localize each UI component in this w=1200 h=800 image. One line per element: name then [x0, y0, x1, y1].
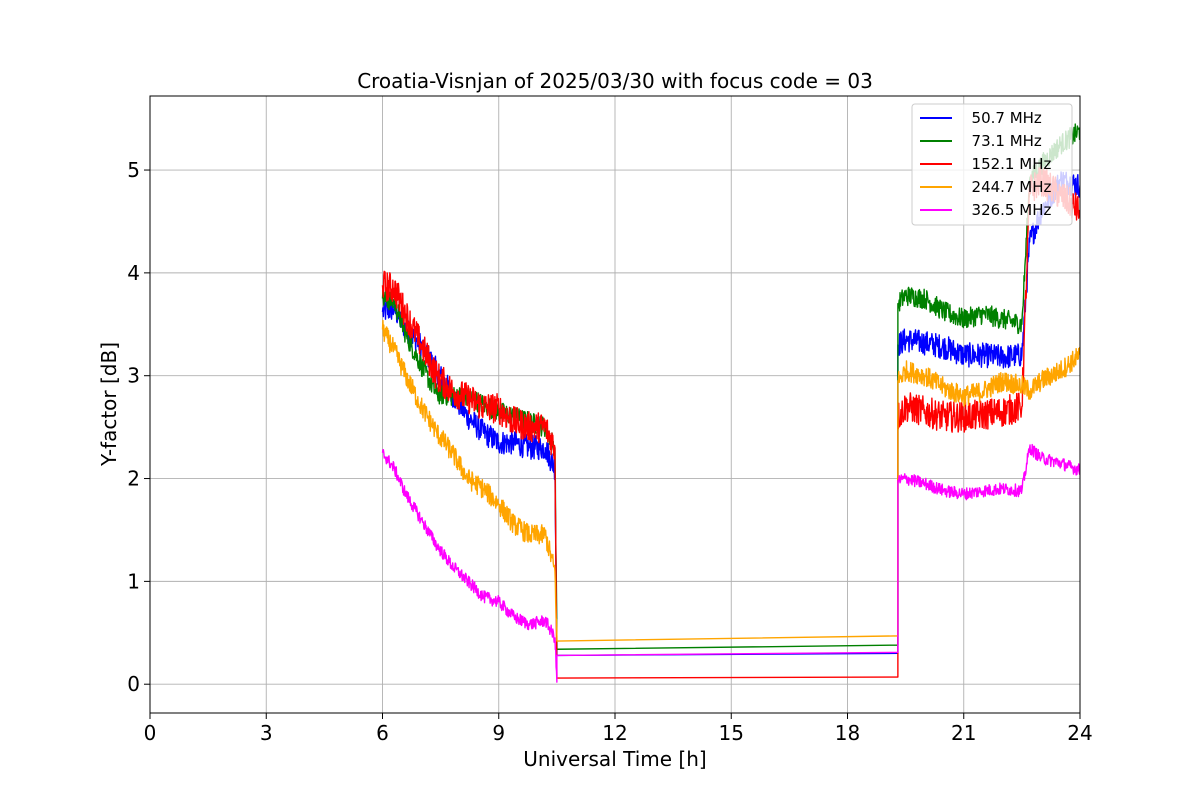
x-axis: 0 3 6 9 12 15 18 21 24: [144, 713, 1093, 745]
x-tick-label: 9: [492, 721, 505, 745]
legend-label: 152.1 MHz: [962, 155, 1051, 173]
series-line-5: [381, 443, 1080, 683]
y-tick-label: 5: [127, 158, 140, 182]
y-tick-label: 3: [127, 364, 140, 388]
legend-label: 326.5 MHz: [962, 201, 1051, 219]
x-tick-label: 6: [376, 721, 389, 745]
x-tick-label: 18: [835, 721, 860, 745]
series-layer: [381, 123, 1080, 683]
y-tick-label: 4: [127, 261, 140, 285]
legend-label: 73.1 MHz: [962, 132, 1042, 150]
x-tick-label: 15: [719, 721, 744, 745]
y-axis: 0 1 2 3 4 5: [127, 158, 150, 696]
series-line-4: [381, 319, 1080, 642]
x-tick-label: 12: [602, 721, 627, 745]
x-tick-label: 24: [1067, 721, 1092, 745]
series-line-1: [381, 171, 1080, 657]
x-tick-label: 3: [260, 721, 273, 745]
y-tick-label: 2: [127, 467, 140, 491]
x-axis-label: Universal Time [h]: [523, 747, 706, 771]
y-tick-label: 0: [127, 672, 140, 696]
series-line-2: [381, 123, 1080, 650]
x-tick-label: 0: [144, 721, 157, 745]
y-tick-label: 1: [127, 569, 140, 593]
x-tick-label: 21: [951, 721, 976, 745]
legend-label: 244.7 MHz: [962, 178, 1051, 196]
y-axis-label: Y-factor [dB]: [97, 342, 121, 467]
legend-label: 50.7 MHz: [962, 109, 1042, 127]
legend: 50.7 MHz 73.1 MHz 152.1 MHz 244.7 MHz 32…: [911, 103, 1073, 226]
series-line-3: [381, 165, 1080, 679]
chart-title: Croatia-Visnjan of 2025/03/30 with focus…: [357, 69, 873, 93]
legend-box: [911, 103, 1073, 226]
